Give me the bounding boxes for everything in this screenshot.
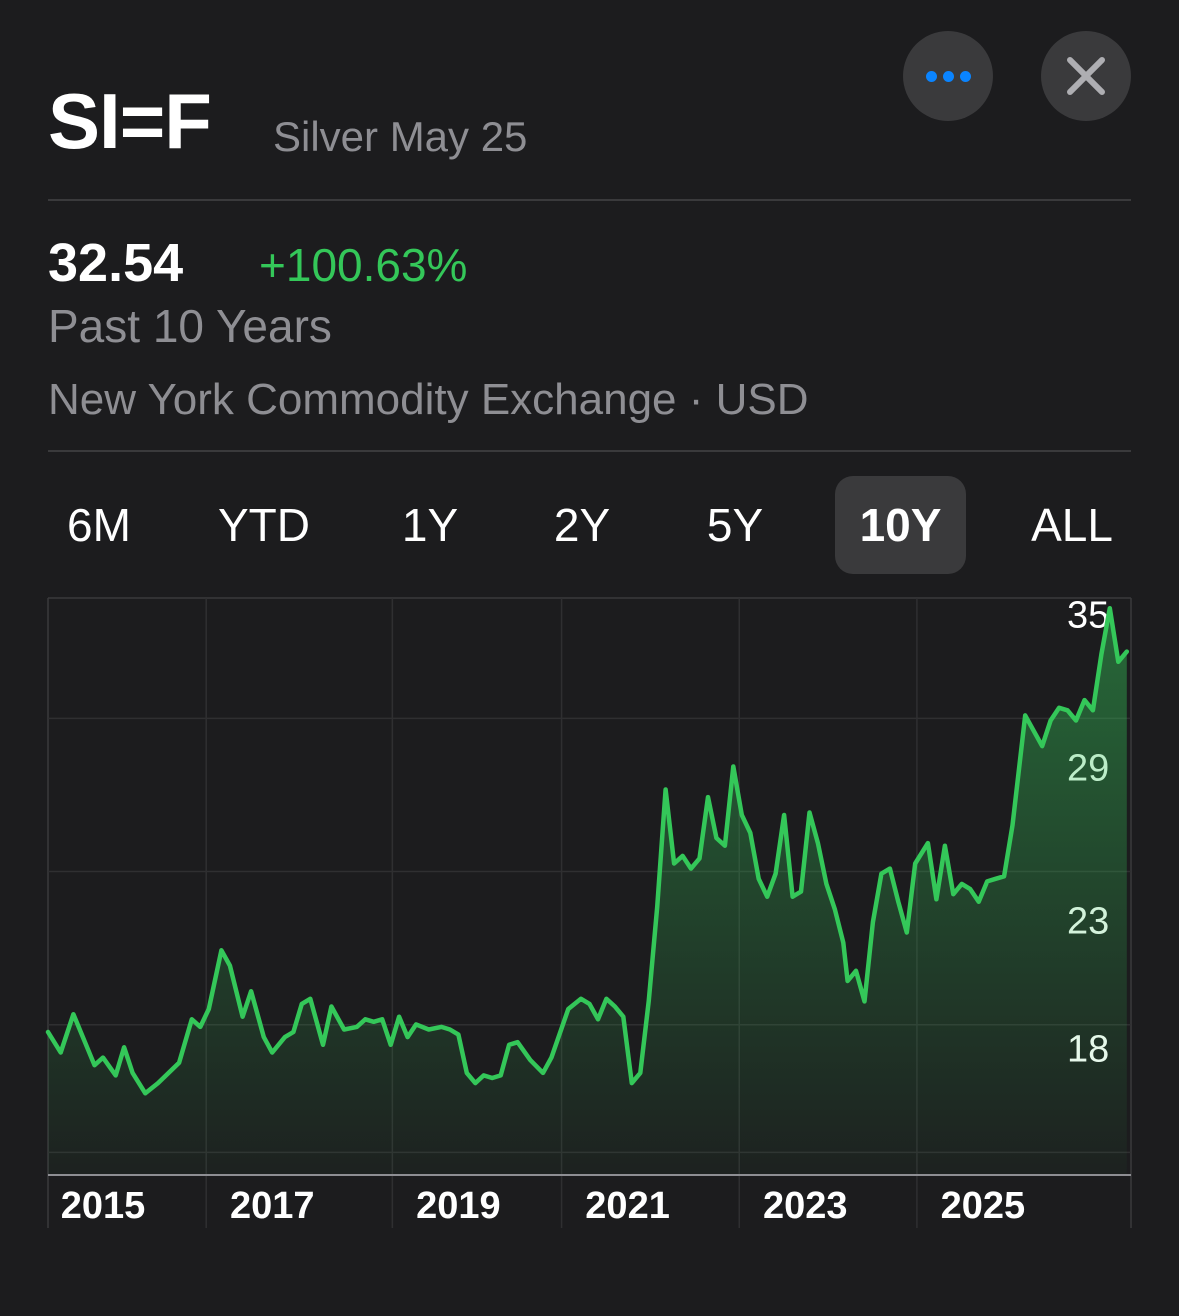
price-line	[45, 605, 1130, 1096]
more-options-button[interactable]	[903, 31, 993, 121]
price-area-fill	[48, 608, 1127, 1175]
current-price: 32.54	[48, 233, 184, 293]
range-6m-button[interactable]: 6M	[67, 499, 131, 551]
instrument-name: Silver May 25	[273, 113, 528, 160]
exchange-label: New York Commodity Exchange · USD	[48, 375, 809, 424]
range-10y-button[interactable]: 10Y	[835, 476, 966, 574]
percent-change: +100.63%	[259, 239, 468, 291]
x-axis-label: 2025	[941, 1185, 1026, 1227]
y-axis-label: 35	[1067, 594, 1109, 636]
x-axis-label: 2015	[61, 1185, 146, 1227]
info-divider	[48, 450, 1131, 452]
range-ytd-button[interactable]: YTD	[218, 499, 310, 551]
x-axis-label: 2019	[416, 1185, 501, 1227]
close-button[interactable]	[1041, 31, 1131, 121]
header-divider	[48, 199, 1131, 201]
price-chart[interactable]: 35292318201520172019202120232025	[0, 590, 1179, 1316]
x-axis-label: 2021	[585, 1185, 670, 1227]
range-2y-button[interactable]: 2Y	[553, 499, 611, 551]
x-axis-label: 2023	[763, 1185, 848, 1227]
range-5y-button[interactable]: 5Y	[706, 499, 764, 551]
period-label: Past 10 Years	[48, 300, 332, 352]
ticker-symbol: SI=F	[48, 77, 212, 165]
ellipsis-icon	[923, 70, 974, 82]
close-icon	[1067, 57, 1105, 95]
range-1y-button[interactable]: 1Y	[401, 499, 459, 551]
range-all-button[interactable]: ALL	[1031, 499, 1113, 551]
x-axis-label: 2017	[230, 1185, 315, 1227]
